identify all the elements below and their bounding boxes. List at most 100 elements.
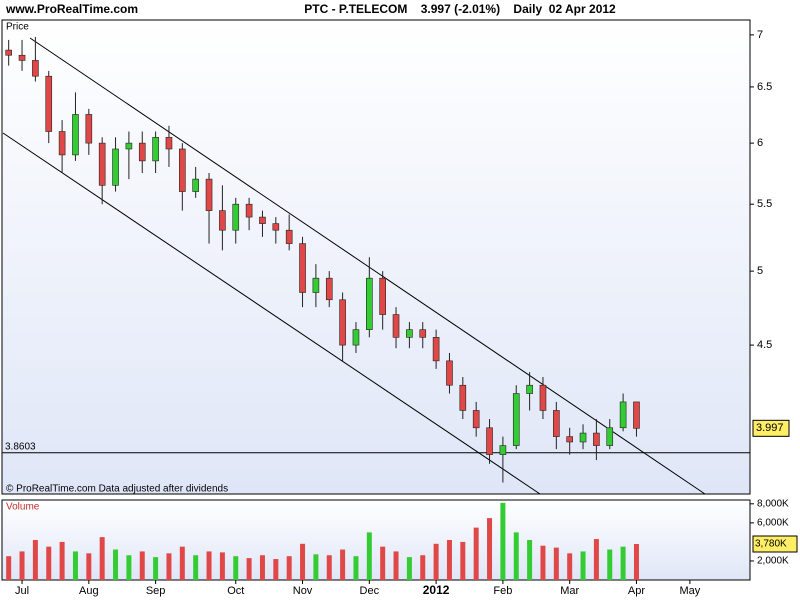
volume-bar	[366, 532, 372, 580]
volume-bar	[219, 552, 225, 580]
candle-body	[619, 401, 627, 429]
candle-body	[72, 114, 79, 156]
y-tick-label: 4.5	[757, 339, 772, 351]
candle-body	[325, 277, 333, 301]
volume-bar	[607, 549, 613, 580]
volume-bar	[286, 556, 292, 580]
volume-bar	[86, 553, 92, 580]
volume-bar	[99, 537, 105, 580]
volume-bar	[179, 546, 185, 580]
candle-body	[312, 277, 320, 293]
candle-body	[419, 329, 427, 338]
volume-bar	[153, 557, 159, 580]
candle-body	[45, 75, 53, 132]
candle-body	[633, 401, 640, 429]
candle-body	[205, 178, 213, 211]
candle-body	[553, 410, 560, 437]
level-label: 3.8603	[5, 441, 36, 452]
candle-body	[98, 142, 106, 186]
y-tick-label: 8,000K	[757, 498, 789, 509]
x-tick-label: Sep	[146, 585, 166, 597]
volume-bar	[460, 541, 466, 580]
volume-bar	[46, 546, 52, 580]
volume-bar	[580, 551, 586, 580]
candle-body	[446, 360, 453, 386]
candle-body	[18, 54, 26, 61]
volume-bar	[126, 555, 132, 580]
volume-bar	[166, 553, 172, 580]
volume-bar	[72, 551, 78, 580]
candle-body	[259, 216, 266, 224]
y-tick-label: 6.5	[757, 81, 772, 93]
last-price-box	[752, 419, 790, 437]
volume-bar	[246, 558, 252, 580]
candle-body	[32, 60, 39, 77]
volume-bar	[273, 559, 279, 580]
plot: 7 6.5 6 5.5 5 4.5 3.8603 3.997 8,000K 6,000K 2,000…	[2, 29, 798, 597]
volume-bar	[380, 546, 386, 580]
volume-bar	[406, 557, 412, 580]
volume-label-box	[752, 535, 798, 553]
candle-body	[232, 203, 240, 231]
y-tick-label: 6,000K	[757, 517, 789, 528]
axis-title: Price	[6, 22, 29, 33]
y-tick-label: 5.5	[757, 198, 772, 210]
volume-bar	[206, 551, 212, 580]
y-tick-label: 7	[757, 29, 763, 41]
y-tick-label: 6	[757, 137, 763, 149]
candle-body	[486, 427, 493, 455]
candle-body	[432, 337, 440, 362]
volume-bar	[513, 532, 519, 580]
x-tick-label: 2012	[423, 583, 450, 597]
volume-bar	[113, 549, 119, 580]
x-tick-label: May	[680, 585, 701, 597]
candle-body	[179, 148, 186, 192]
volume-bar	[6, 556, 12, 580]
volume-bar	[473, 527, 479, 580]
candle-body	[379, 277, 386, 315]
candle-body	[125, 142, 133, 150]
candle-body	[152, 136, 159, 162]
candle-body	[593, 432, 600, 446]
x-tick-label: Mar	[560, 585, 579, 597]
volume-bar	[527, 540, 533, 580]
volume-label: 3,780K	[755, 539, 787, 550]
last-price: 3.997	[756, 422, 784, 434]
x-tick-label: Oct	[227, 585, 244, 597]
volume-bar	[59, 541, 65, 580]
candle-body	[5, 49, 12, 56]
candle-body	[366, 277, 373, 330]
volume-bar	[259, 555, 265, 580]
candle-body	[352, 329, 360, 346]
volume-bar	[420, 555, 426, 580]
site: www.ProRealTime.com	[5, 2, 138, 16]
volume-bar	[500, 502, 506, 580]
x-tick-label: Apr	[628, 585, 645, 597]
volume-bar	[313, 554, 319, 580]
candle-body	[272, 223, 280, 231]
axis-title: Volume	[6, 502, 40, 513]
volume-bar	[139, 551, 145, 580]
x-tick-label: Feb	[493, 585, 512, 597]
volume-bar	[487, 518, 493, 580]
x-tick-label: Dec	[360, 585, 380, 597]
candle-body	[339, 299, 346, 346]
candle-body	[606, 427, 614, 446]
candle-body	[512, 393, 520, 446]
y-tick-label: 2,000K	[757, 556, 789, 567]
candle-body	[526, 384, 533, 394]
candle-body	[245, 203, 253, 218]
x-tick-label: Jul	[15, 585, 29, 597]
volume-bar	[193, 555, 199, 580]
candle-body	[499, 445, 507, 455]
candle-body	[566, 436, 573, 443]
candle-body	[579, 432, 587, 443]
volume-bar	[326, 555, 332, 580]
x-tick-label: Nov	[293, 585, 313, 597]
volume-bar	[233, 556, 239, 580]
candle-body	[192, 178, 199, 192]
candle-body	[539, 384, 547, 411]
volume-bar	[593, 539, 599, 580]
candle-body	[285, 229, 293, 244]
